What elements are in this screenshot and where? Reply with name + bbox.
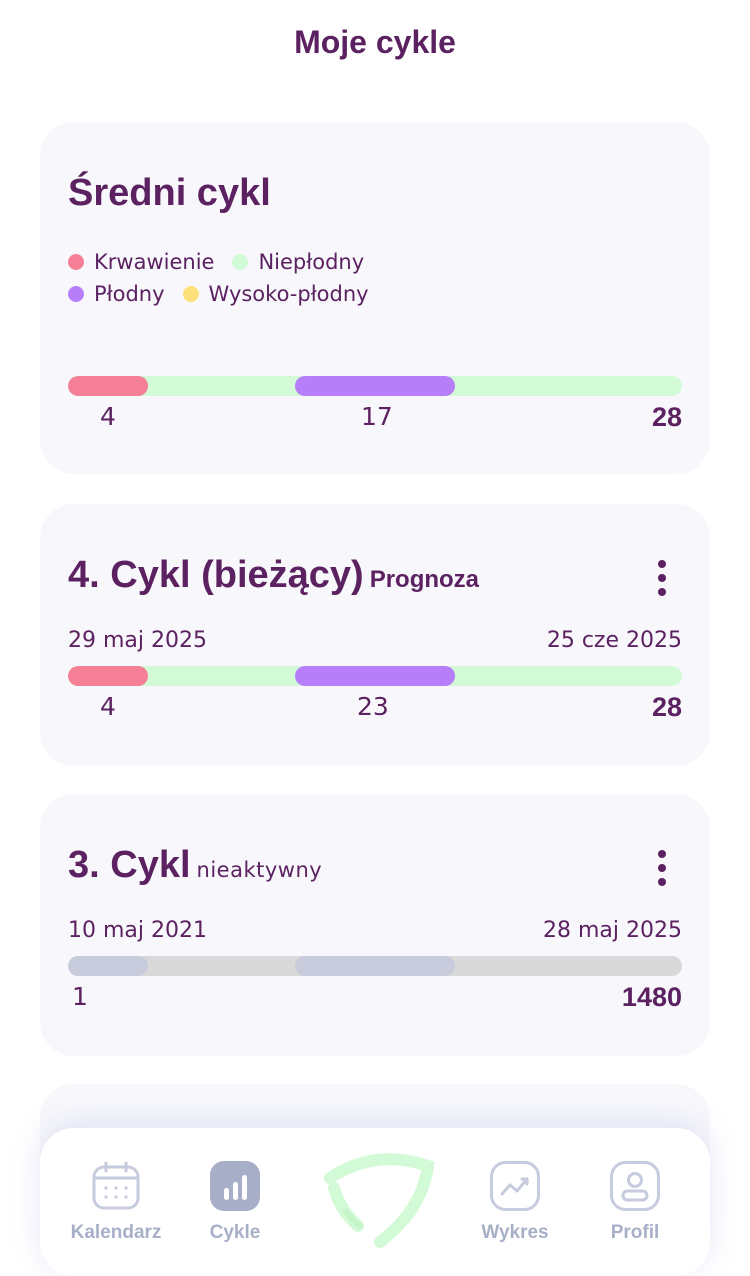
cycle-title: 3. Cykl nieaktywny	[68, 844, 322, 887]
legend-dot-high-fertile	[182, 286, 199, 302]
legend-dot-bleeding	[68, 254, 84, 270]
nav-label-cykle: Cykle	[209, 1222, 261, 1243]
cycle-start-day: 1	[72, 982, 88, 1011]
legend-item-bleeding: Krwawienie	[68, 246, 214, 278]
fertile-segment	[295, 666, 455, 686]
legend-label-high-fertile: Wysoko-płodny	[208, 282, 369, 306]
cycle-title-text: 4. Cykl (bieżący)	[68, 554, 364, 596]
cycle-length: 28	[651, 402, 682, 432]
legend-label-bleeding: Krwawienie	[94, 250, 215, 274]
legend-label-infertile: Niepłodny	[258, 250, 365, 274]
cycle-start-date: 29 maj 2025	[68, 628, 207, 653]
bar-chart-icon	[210, 1161, 260, 1211]
legend-item-high-fertile: Wysoko-płodny	[182, 278, 369, 310]
cycle-subtitle: nieaktywny	[196, 858, 323, 882]
cycle-bar	[68, 666, 682, 686]
legend-label-fertile: Płodny	[94, 282, 165, 306]
legend-dot-fertile	[68, 286, 84, 302]
cycle-title-text: 3. Cykl	[68, 844, 191, 886]
cycle-title: 4. Cykl (bieżący) Prognoza	[68, 554, 479, 597]
cycle-bar	[68, 956, 682, 976]
trend-chart-icon	[490, 1161, 540, 1211]
ovulation-day: 23	[357, 692, 389, 721]
nav-label-kalendarz: Kalendarz	[70, 1222, 162, 1243]
fertile-segment	[295, 376, 455, 396]
cycle-length: 28	[651, 692, 682, 722]
ovulation-day: 17	[361, 402, 393, 431]
bleeding-days: 4	[100, 692, 116, 721]
cycle-length: 1480	[621, 982, 682, 1012]
cycle-card-inactive[interactable]: 3. Cykl nieaktywny 10 maj 2021 28 maj 202…	[40, 794, 710, 1056]
fertile-segment	[295, 956, 455, 976]
bleeding-days: 4	[100, 402, 116, 431]
legend-item-fertile: Płodny	[68, 278, 165, 310]
cycle-end-date: 25 cze 2025	[546, 628, 682, 653]
nav-item-wykres[interactable]: Wykres	[455, 1160, 575, 1244]
nav-item-profil[interactable]: Profil	[575, 1160, 695, 1244]
cycle-subtitle: Prognoza	[369, 566, 480, 593]
bottom-navigation: Kalendarz Cykle Wykres Profil	[40, 1128, 710, 1276]
bleeding-segment	[68, 666, 148, 686]
nav-item-cykle[interactable]: Cykle	[175, 1160, 295, 1244]
more-options-icon[interactable]	[650, 850, 674, 886]
average-cycle-bar	[68, 376, 682, 396]
calendar-icon	[92, 1161, 140, 1210]
legend-item-infertile: Niepłodny	[232, 246, 364, 278]
cycle-card-current[interactable]: 4. Cykl (bieżący) Prognoza 29 maj 2025 25…	[40, 504, 710, 766]
profile-icon	[610, 1161, 660, 1211]
nav-item-kalendarz[interactable]: Kalendarz	[56, 1160, 176, 1244]
nav-label-wykres: Wykres	[481, 1222, 549, 1243]
average-cycle-title: Średni cykl	[68, 172, 271, 214]
nav-label-profil: Profil	[610, 1222, 660, 1243]
center-logo-icon[interactable]	[310, 1150, 440, 1250]
bleeding-segment	[68, 956, 148, 976]
legend-dot-infertile	[232, 254, 249, 270]
cycle-start-date: 10 maj 2021	[68, 918, 207, 943]
more-options-icon[interactable]	[650, 560, 674, 596]
bleeding-segment	[68, 376, 148, 396]
average-cycle-card: Średni cykl Krwawienie Niepłodny Płodny …	[40, 122, 710, 474]
page-title: Moje cykle	[294, 24, 456, 60]
cycle-end-date: 28 maj 2025	[543, 918, 682, 943]
legend: Krwawienie Niepłodny Płodny Wysoko-płodn…	[68, 246, 387, 310]
